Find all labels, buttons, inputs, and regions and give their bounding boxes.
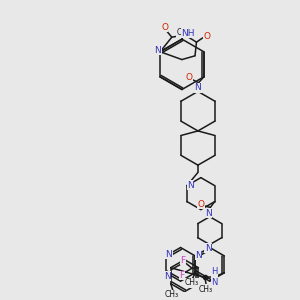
Text: N: N [195,83,201,92]
Text: O: O [197,200,204,209]
Text: N: N [187,181,194,190]
Text: CH₃: CH₃ [176,28,190,37]
Text: N: N [166,250,172,259]
Text: N: N [164,272,171,281]
Text: N: N [195,251,202,260]
Text: O: O [161,22,168,32]
Text: H
N: H N [211,267,217,287]
Text: N: N [154,46,161,55]
Text: F: F [179,271,184,280]
Text: CH₃: CH₃ [165,290,179,299]
Text: N: N [205,209,212,218]
Text: F: F [180,256,185,265]
Text: CH₃: CH₃ [199,285,213,294]
Text: O: O [203,32,210,41]
Text: CH₃: CH₃ [184,278,199,287]
Text: NH: NH [181,29,194,38]
Text: O: O [186,73,193,82]
Text: N: N [205,244,212,253]
